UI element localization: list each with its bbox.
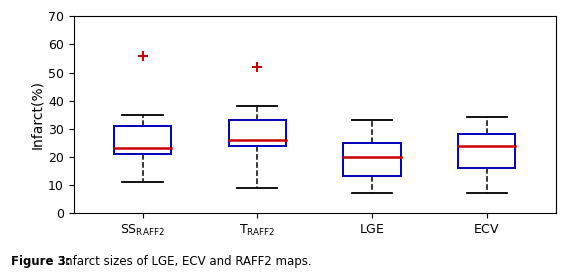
Bar [344,143,401,176]
Text: Figure 3:: Figure 3: [11,255,71,268]
Y-axis label: Infarct(%): Infarct(%) [30,80,44,149]
Bar [229,120,286,146]
Bar [114,126,171,154]
Text: Infarct sizes of LGE, ECV and RAFF2 maps.: Infarct sizes of LGE, ECV and RAFF2 maps… [58,255,312,268]
Bar [458,134,515,168]
